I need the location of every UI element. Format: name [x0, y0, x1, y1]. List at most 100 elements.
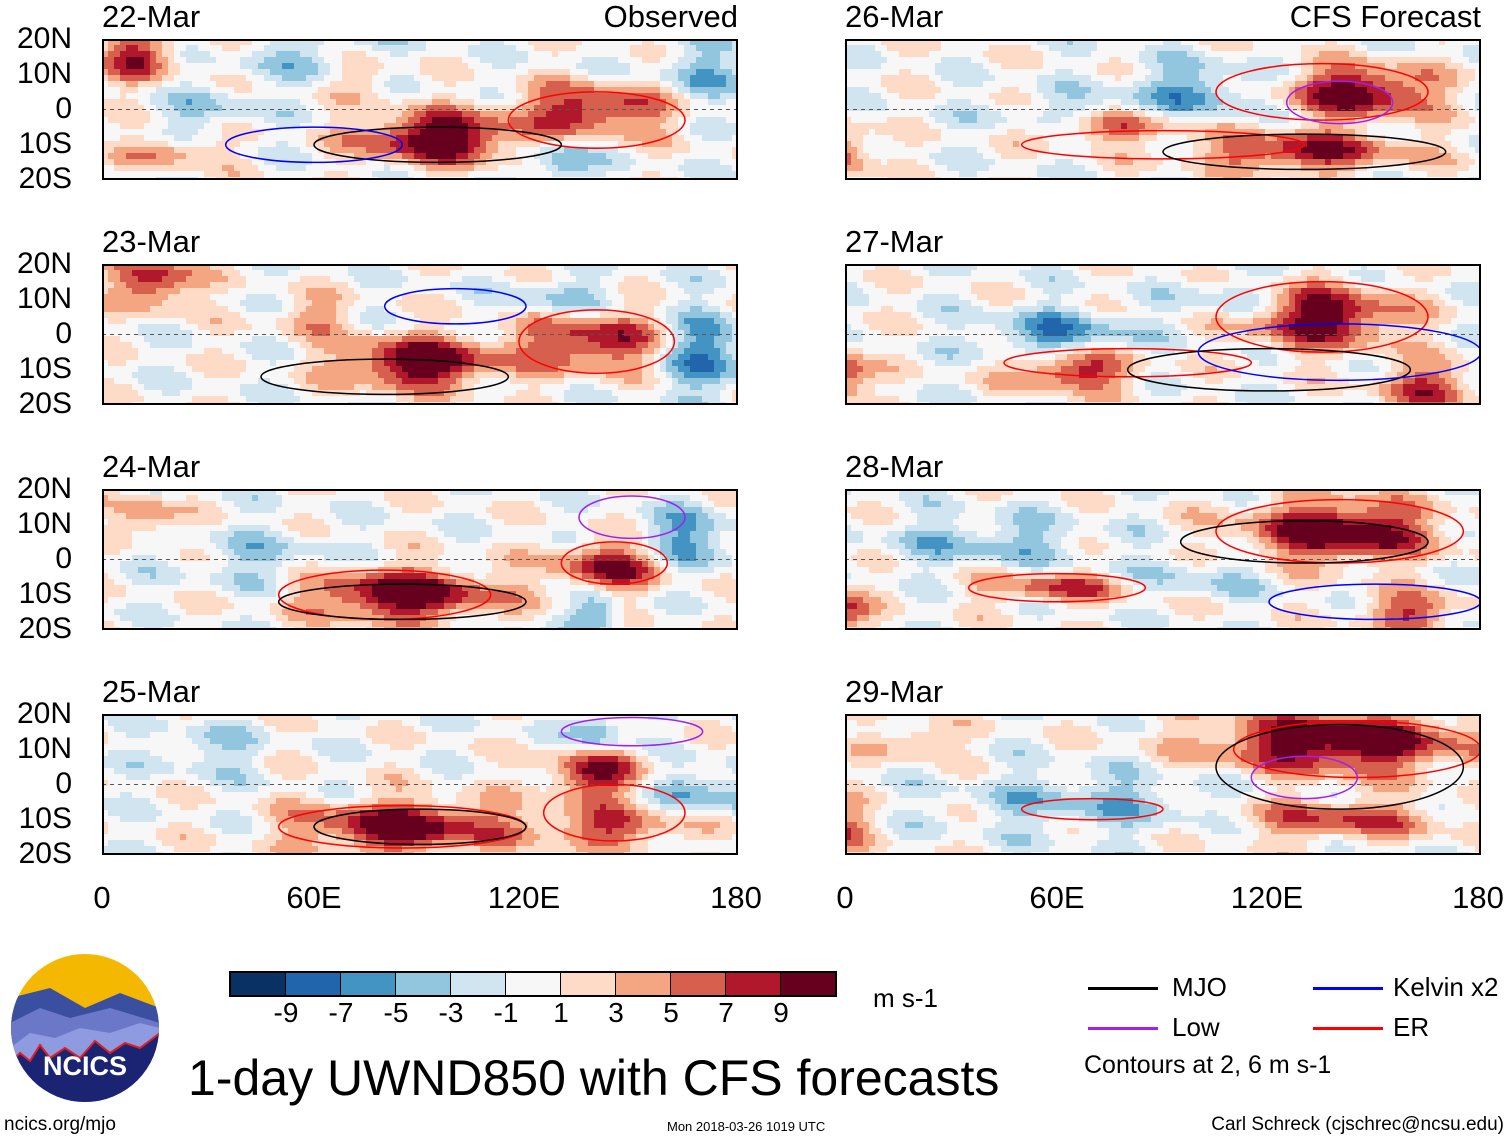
colorbar-tick-label: 9: [773, 997, 789, 1029]
lon-tick: 0: [836, 880, 853, 916]
map-panel-29-mar: 29-Mar: [845, 674, 1481, 855]
panel-date: 25-Mar: [102, 674, 200, 710]
lon-tick: 180: [1452, 880, 1504, 916]
colorbar-tick-label: -9: [274, 997, 299, 1029]
colorbar-swatch: [506, 973, 561, 995]
lat-tick: 0: [2, 319, 72, 349]
mjo-contour: [1162, 133, 1447, 171]
colorbar-swatch: [561, 973, 616, 995]
lat-tick: 0: [2, 769, 72, 799]
colorbar: [229, 971, 837, 997]
colorbar-swatch: [451, 973, 506, 995]
lat-tick: 10N: [2, 59, 72, 89]
mjo-contour: [277, 583, 527, 621]
colorbar-units: m s-1: [873, 983, 938, 1014]
legend-line-kelvin: [1313, 987, 1383, 990]
lat-tick: 10S: [2, 354, 72, 384]
map-panel-27-mar: 27-Mar: [845, 224, 1481, 405]
er-contour: [1003, 347, 1253, 378]
wind-anomaly-field: [102, 264, 738, 405]
contour-note: Contours at 2, 6 m s-1: [1084, 1051, 1331, 1080]
colorbar-swatch: [671, 973, 726, 995]
wind-anomaly-field: [845, 39, 1481, 180]
panel-date: 29-Mar: [845, 674, 943, 710]
panel-date: 24-Mar: [102, 449, 200, 485]
colorbar-tick-label: -5: [384, 997, 409, 1029]
forecast-label: CFS Forecast: [1290, 0, 1481, 35]
er-contour: [967, 572, 1147, 603]
legend-line-er: [1313, 1027, 1383, 1030]
legend-label-kelvin: Kelvin x2: [1393, 972, 1499, 1003]
panel-frame: [845, 39, 1481, 180]
lat-tick: 20N: [2, 249, 72, 279]
lon-tick: 60E: [286, 880, 341, 916]
er-contour: [560, 541, 669, 585]
lon-tick: 180: [710, 880, 762, 916]
mjo-contour: [313, 808, 527, 846]
low-contour: [1285, 80, 1394, 125]
er-contour: [1020, 129, 1306, 160]
lat-tick: 20S: [2, 614, 72, 644]
panel-date: 26-Mar: [845, 0, 943, 35]
lon-tick: 60E: [1029, 880, 1084, 916]
panel-date: 23-Mar: [102, 224, 200, 260]
er-contour: [1215, 498, 1465, 564]
lat-tick: 10N: [2, 734, 72, 764]
author-credit: Carl Schreck (cjschrec@ncsu.edu): [1211, 1114, 1504, 1136]
panel-frame: [845, 714, 1481, 855]
wind-anomaly-field: [845, 489, 1481, 630]
map-panel-23-mar: 23-Mar 20N 10N 0 10S 20S: [17, 224, 738, 419]
wind-anomaly-field: [102, 714, 738, 855]
lon-tick: 120E: [1231, 880, 1303, 916]
er-contour: [1215, 62, 1429, 121]
colorbar-tick-label: 5: [663, 997, 679, 1029]
kelvin-contour: [1268, 583, 1481, 621]
colorbar-swatch: [726, 973, 781, 995]
lat-tick: 20S: [2, 164, 72, 194]
colorbar-tick-label: -3: [439, 997, 464, 1029]
legend-label-er: ER: [1393, 1012, 1429, 1043]
wind-anomaly-field: [845, 714, 1481, 855]
lat-tick: 20N: [2, 474, 72, 504]
colorbar-swatch: [396, 973, 451, 995]
er-contour: [1020, 797, 1164, 821]
lat-tick: 10S: [2, 129, 72, 159]
map-panel-26-mar: 26-Mar CFS Forecast: [845, 0, 1481, 180]
panel-frame: [102, 714, 738, 855]
panel-date: 28-Mar: [845, 449, 943, 485]
colorbar-swatch: [286, 973, 341, 995]
mjo-contour: [1179, 519, 1429, 564]
low-contour: [560, 716, 704, 747]
legend-line-mjo: [1088, 987, 1158, 990]
lon-tick: 120E: [488, 880, 560, 916]
colorbar-tick-label: -1: [494, 997, 519, 1029]
lat-tick: 10S: [2, 804, 72, 834]
source-link[interactable]: ncics.org/mjo: [4, 1114, 116, 1136]
colorbar-swatch: [231, 973, 286, 995]
mjo-contour: [260, 358, 510, 396]
lat-tick: 20N: [2, 24, 72, 54]
mjo-contour: [1126, 347, 1412, 392]
lat-tick: 20N: [2, 699, 72, 729]
panel-frame: [102, 264, 738, 405]
colorbar-tick-label: 7: [718, 997, 734, 1029]
map-panel-25-mar: 25-Mar 20N 10N 0 10S 20S: [17, 674, 738, 869]
colorbar-tick-label: 1: [553, 997, 569, 1029]
map-panel-22-mar: 22-Mar Observed 20N 10N 0 10S 20S: [17, 0, 738, 194]
low-contour: [578, 495, 686, 540]
lat-tick: 10N: [2, 509, 72, 539]
observed-label: Observed: [604, 0, 738, 35]
er-contour: [518, 309, 676, 375]
wind-anomaly-field: [102, 39, 738, 180]
lat-tick: 10S: [2, 579, 72, 609]
figure-title: 1-day UWND850 with CFS forecasts: [188, 1048, 999, 1108]
lat-tick: 20S: [2, 389, 72, 419]
mjo-contour: [313, 126, 563, 164]
logo-text: NCICS: [43, 1051, 127, 1081]
lat-tick: 0: [2, 544, 72, 574]
colorbar-swatch: [781, 973, 835, 995]
legend-label-mjo: MJO: [1172, 972, 1227, 1003]
er-contour: [1215, 280, 1429, 353]
kelvin-contour: [383, 287, 527, 325]
